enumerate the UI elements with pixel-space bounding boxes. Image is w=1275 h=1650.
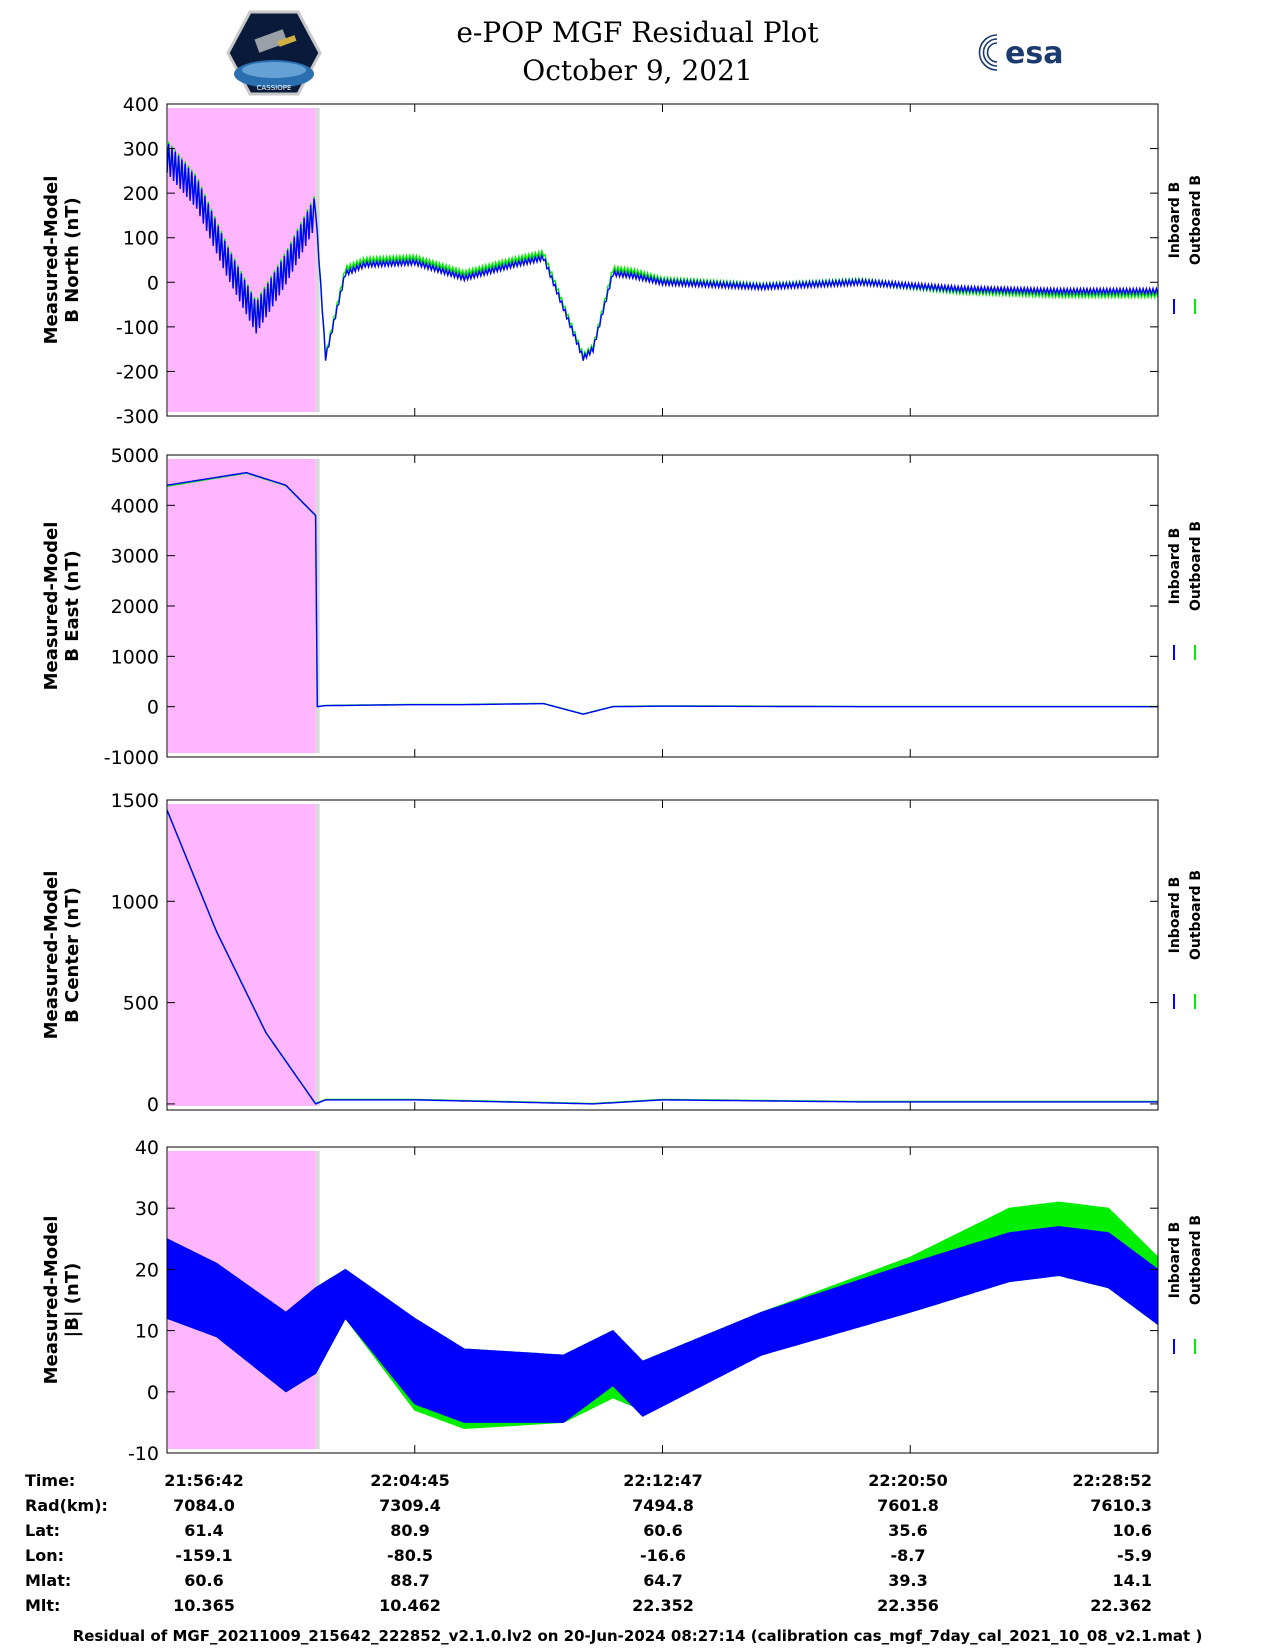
ephemeris-cell: 7309.4 — [379, 1496, 441, 1515]
ephemeris-cell: 61.4 — [184, 1521, 223, 1540]
panel-4: -10 0 10 20 30 40 Measured-Model |B| (nT) Inboar… — [41, 1137, 1204, 1465]
ephemeris-cell: -159.1 — [175, 1546, 232, 1565]
y-tick-label: 0 — [147, 272, 159, 294]
ephemeris-cell: 80.9 — [390, 1521, 429, 1540]
ephemeris-cell: 14.1 — [1113, 1571, 1152, 1590]
y-tick-label: 300 — [123, 139, 159, 161]
ephemeris-cell: 10.6 — [1113, 1521, 1152, 1540]
ephemeris-cell: 21:56:42 — [164, 1471, 244, 1490]
ephemeris-cell: 22:12:47 — [623, 1471, 703, 1490]
ephemeris-cell: 22.356 — [877, 1596, 939, 1615]
y-tick-label: 1000 — [111, 646, 159, 668]
y-tick-label: 40 — [135, 1137, 159, 1159]
ephemeris-cell: 7601.8 — [877, 1496, 939, 1515]
shaded-region — [168, 108, 316, 412]
y-tick-label: 200 — [123, 183, 159, 205]
ephemeris-row-label: Mlt: — [25, 1596, 60, 1615]
y-tick-label: 0 — [147, 1382, 159, 1404]
y-axis-label: Measured-Model — [41, 176, 62, 345]
y-axis-label: Measured-Model — [41, 1216, 62, 1385]
ephemeris-cell: -5.9 — [1117, 1546, 1152, 1565]
legend-label-outboard: Outboard B — [1188, 1215, 1204, 1305]
panel-3: 0 500 1000 1500 Measured-Model B Center (nT) I… — [41, 790, 1204, 1116]
y-tick-label: 1000 — [111, 891, 159, 913]
ephemeris-cell: 7494.8 — [632, 1496, 694, 1515]
esa-logo-text: esa — [1005, 36, 1063, 71]
y-tick-label: -200 — [116, 361, 159, 383]
y-tick-label: 30 — [135, 1198, 159, 1220]
ephemeris-cell: 39.3 — [888, 1571, 927, 1590]
y-axis-label: Measured-Model — [41, 522, 62, 691]
y-tick-label: 0 — [147, 697, 159, 719]
y-tick-label: 1500 — [111, 790, 159, 812]
ephemeris-cell: 7610.3 — [1090, 1496, 1152, 1515]
ephemeris-row-label: Rad(km): — [25, 1496, 108, 1515]
ephemeris-row-label: Mlat: — [25, 1571, 71, 1590]
shaded-region — [168, 804, 316, 1106]
series-inboard-line — [166, 809, 1158, 1105]
panel-2: -1000 0 1000 2000 3000 4000 5000 Measured-Model… — [41, 445, 1204, 769]
ephemeris-cell: 22:04:45 — [370, 1471, 450, 1490]
plot-title: e-POP MGF Residual Plot — [456, 16, 819, 49]
series-inboard-line — [166, 143, 1159, 361]
cassiope-logo: CASSIOPE — [226, 10, 322, 96]
y-axis-label: B North (nT) — [62, 197, 83, 323]
ephemeris-cell: 10.365 — [173, 1596, 235, 1615]
y-tick-label: 2000 — [111, 596, 159, 618]
y-tick-label: 100 — [123, 228, 159, 250]
y-tick-label: 500 — [123, 993, 159, 1015]
legend-label-inboard: Inboard B — [1167, 182, 1183, 259]
series-inboard-line — [166, 471, 1158, 715]
y-tick-label: 20 — [135, 1259, 159, 1281]
panel-1: -300 -200 -100 0 100 200 300 400 Measured-Model B… — [41, 94, 1204, 428]
footer-caption: Residual of MGF_20211009_215642_222852_v… — [72, 1627, 1203, 1645]
ephemeris-row-label: Lat: — [25, 1521, 60, 1540]
ephemeris-cell: 10.462 — [379, 1596, 441, 1615]
ephemeris-table: Time: 21:56:42 22:04:45 22:12:47 22:20:50 22:… — [25, 1471, 1152, 1615]
y-tick-label: 5000 — [111, 445, 159, 467]
ephemeris-row-label: Time: — [25, 1471, 75, 1490]
legend-label-outboard: Outboard B — [1188, 870, 1204, 960]
y-axis-label: B East (nT) — [62, 550, 83, 662]
ephemeris-cell: 64.7 — [643, 1571, 682, 1590]
y-tick-label: 0 — [147, 1094, 159, 1116]
y-tick-label: -100 — [116, 317, 159, 339]
ephemeris-cell: 22.362 — [1090, 1596, 1152, 1615]
ephemeris-cell: 35.6 — [888, 1521, 927, 1540]
y-axis-label: Measured-Model — [41, 871, 62, 1040]
ephemeris-cell: 88.7 — [390, 1571, 429, 1590]
y-tick-label: 10 — [135, 1321, 159, 1343]
ephemeris-row-label: Lon: — [25, 1546, 64, 1565]
data-gap-strip — [315, 459, 320, 753]
esa-logo: esa — [978, 34, 1063, 71]
y-tick-label: -10 — [128, 1443, 159, 1465]
ephemeris-cell: 7084.0 — [173, 1496, 235, 1515]
y-tick-label: 3000 — [111, 546, 159, 568]
ephemeris-cell: -16.6 — [640, 1546, 686, 1565]
y-tick-label: -1000 — [104, 747, 159, 769]
legend-label-inboard: Inboard B — [1167, 528, 1183, 605]
cassiope-logo-text: CASSIOPE — [257, 84, 292, 92]
y-tick-label: -300 — [116, 406, 159, 428]
legend-label-outboard: Outboard B — [1188, 521, 1204, 611]
legend-label-outboard: Outboard B — [1188, 175, 1204, 265]
ephemeris-cell: 22:20:50 — [868, 1471, 948, 1490]
ephemeris-cell: 60.6 — [643, 1521, 682, 1540]
ephemeris-cell: 22.352 — [632, 1596, 694, 1615]
shaded-region — [168, 459, 316, 753]
legend-label-inboard: Inboard B — [1167, 1222, 1183, 1299]
data-gap-strip — [315, 108, 320, 412]
y-tick-label: 400 — [123, 94, 159, 116]
ephemeris-cell: 22:28:52 — [1072, 1471, 1152, 1490]
ephemeris-cell: -80.5 — [387, 1546, 433, 1565]
y-tick-label: 4000 — [111, 495, 159, 517]
data-gap-strip — [315, 804, 320, 1106]
y-axis-label: |B| (nT) — [62, 1263, 83, 1338]
y-axis-label: B Center (nT) — [62, 887, 83, 1023]
ephemeris-cell: 60.6 — [184, 1571, 223, 1590]
ephemeris-cell: -8.7 — [891, 1546, 926, 1565]
plot-date: October 9, 2021 — [522, 54, 753, 87]
legend-label-inboard: Inboard B — [1167, 877, 1183, 954]
